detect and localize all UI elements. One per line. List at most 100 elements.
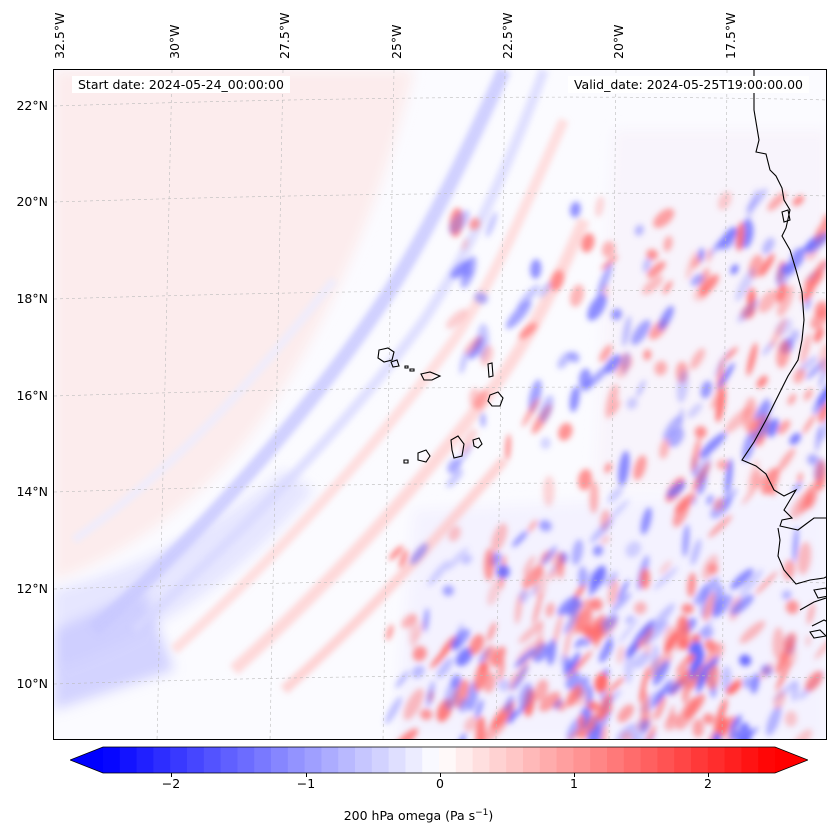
convective-cell xyxy=(596,262,613,298)
convective-cell xyxy=(713,497,724,512)
convective-cell xyxy=(395,670,410,689)
convective-cell xyxy=(480,412,486,428)
convective-cell xyxy=(589,623,604,644)
colorbar-segment xyxy=(640,747,658,773)
colorbar-segment xyxy=(254,747,272,773)
colorbar-segment xyxy=(523,747,541,773)
convective-cell xyxy=(589,518,614,543)
convective-cell xyxy=(654,695,666,720)
convective-cell xyxy=(640,690,650,723)
convective-cell xyxy=(545,602,555,618)
convective-cell xyxy=(491,646,506,668)
convective-cell xyxy=(653,208,675,228)
colorbar-segment xyxy=(422,747,440,773)
convective-cell xyxy=(712,732,721,739)
convective-cell xyxy=(616,645,625,664)
convective-cell xyxy=(512,530,528,548)
colorbar-segment xyxy=(573,747,591,773)
convective-cell xyxy=(589,565,607,593)
convective-cell xyxy=(565,671,581,690)
convective-cell xyxy=(742,429,756,462)
cb-tick-m1: −1 xyxy=(296,776,316,791)
convective-cell xyxy=(539,395,554,423)
convective-cell xyxy=(459,349,468,374)
colorbar-extend-max xyxy=(775,747,808,773)
colorbar-segment xyxy=(724,747,742,773)
convective-cell xyxy=(654,360,668,376)
colorbar-segment xyxy=(170,747,188,773)
convective-cell xyxy=(503,694,514,713)
convective-cell xyxy=(600,724,608,739)
convective-cell xyxy=(717,362,735,390)
convective-cell xyxy=(457,733,467,739)
convective-cell xyxy=(690,495,698,506)
colorbar-extend-min xyxy=(70,747,103,773)
convective-cell xyxy=(769,317,787,349)
colorbar-segment xyxy=(590,747,608,773)
convective-cell xyxy=(461,554,473,565)
convective-cell xyxy=(448,210,470,234)
convective-cell xyxy=(609,499,630,520)
convective-cell xyxy=(789,432,801,445)
convective-cell xyxy=(384,696,403,725)
convective-cell xyxy=(739,569,763,598)
convective-cell xyxy=(730,264,739,275)
lat-label-10n: 10°N xyxy=(16,676,48,691)
lat-label-20n: 20°N xyxy=(16,194,48,209)
convective-cell xyxy=(800,333,812,365)
convective-cell xyxy=(677,669,689,687)
convective-cell xyxy=(802,414,816,434)
convective-cell xyxy=(570,201,581,218)
cb-tick-1: 1 xyxy=(570,776,578,791)
convective-cell xyxy=(785,600,799,614)
convective-cell xyxy=(587,700,600,712)
lon-label-25w: 25°W xyxy=(389,24,404,59)
lat-label-18n: 18°N xyxy=(16,291,48,306)
convective-cell xyxy=(569,386,580,413)
convective-cell xyxy=(756,375,768,389)
cb-tickmark-2 xyxy=(708,773,709,777)
convective-cell xyxy=(568,651,580,673)
omega-field xyxy=(54,70,826,739)
convective-cell xyxy=(563,612,579,634)
convective-cell xyxy=(758,662,775,681)
convective-cell xyxy=(550,270,564,291)
convective-cell xyxy=(701,626,714,640)
convective-cell xyxy=(810,309,826,330)
convective-cell xyxy=(789,329,800,343)
colorbar-segment xyxy=(203,747,222,773)
convective-cell xyxy=(688,641,703,655)
convective-cell xyxy=(777,285,794,317)
convective-cell xyxy=(705,662,720,690)
convective-cell xyxy=(739,654,752,667)
convective-cell xyxy=(542,475,555,507)
convective-cell xyxy=(708,515,733,538)
convective-cell xyxy=(464,335,483,355)
colorbar-segment xyxy=(439,747,457,773)
colorbar-segment xyxy=(119,747,138,773)
diagonal-bands xyxy=(71,70,590,694)
convective-cell xyxy=(631,319,651,345)
convective-cell xyxy=(462,238,469,251)
convective-cell xyxy=(674,492,696,514)
convective-cell xyxy=(814,425,823,452)
convective-cell xyxy=(759,253,775,277)
convective-cell xyxy=(676,697,699,731)
cb-tick-m2: −2 xyxy=(161,776,181,791)
convective-cell xyxy=(533,565,547,600)
convective-cell xyxy=(787,393,797,406)
convective-cell xyxy=(426,680,435,708)
colorbar-segment xyxy=(338,747,356,773)
convective-cell xyxy=(474,389,489,411)
convective-cell xyxy=(690,539,702,566)
colorbar-segment xyxy=(371,747,390,773)
convective-cell xyxy=(671,668,682,694)
convective-cell xyxy=(742,676,753,689)
convective-cell xyxy=(754,398,770,421)
convective-cell xyxy=(450,674,462,689)
convective-cell xyxy=(592,545,604,557)
convective-cell xyxy=(574,637,585,649)
convective-cell xyxy=(496,564,510,579)
convective-cell xyxy=(792,526,799,563)
colorbar-segment xyxy=(388,747,406,773)
